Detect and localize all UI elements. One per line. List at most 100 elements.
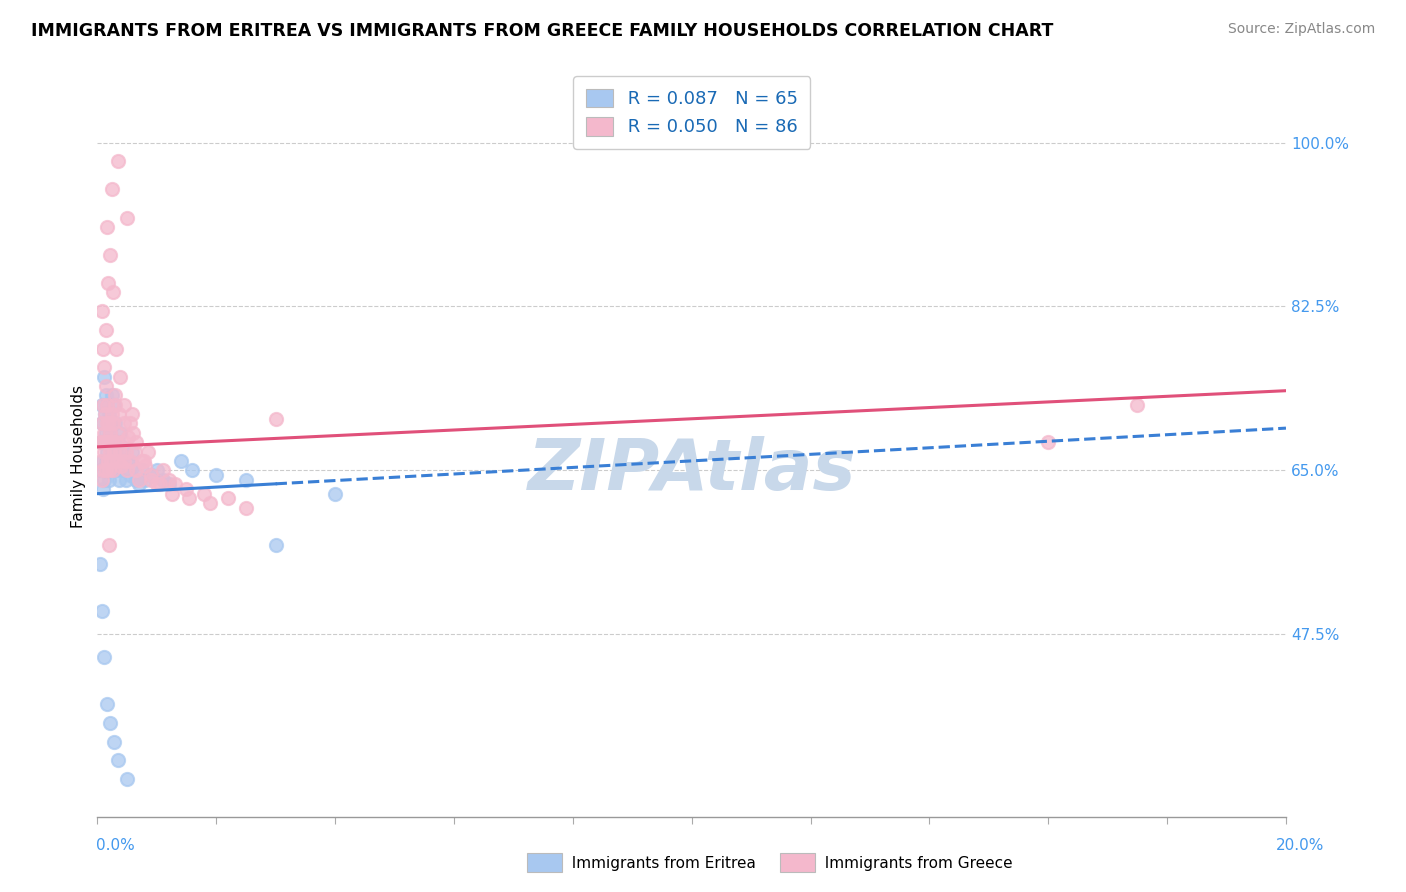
Point	[91, 342, 114, 356]
Point	[139, 467, 162, 482]
Point	[96, 697, 118, 711]
Point	[111, 435, 134, 450]
Point	[94, 425, 117, 440]
Point	[103, 417, 125, 431]
Point	[104, 417, 127, 431]
Point	[89, 435, 111, 450]
Point	[128, 477, 150, 491]
Text: ZIPAtlas: ZIPAtlas	[527, 436, 856, 505]
Point	[264, 538, 287, 552]
Point	[235, 473, 257, 487]
Point	[121, 444, 143, 458]
Point	[115, 211, 138, 225]
Point	[90, 398, 112, 412]
Point	[91, 417, 114, 431]
Point	[152, 473, 174, 487]
Point	[91, 482, 114, 496]
Point	[96, 398, 118, 412]
Point	[98, 407, 121, 421]
Point	[98, 417, 121, 431]
Point	[163, 477, 186, 491]
Point	[100, 444, 122, 458]
Point	[100, 388, 122, 402]
Point	[176, 482, 198, 496]
Point	[93, 473, 115, 487]
Point	[134, 458, 156, 473]
Point	[91, 435, 114, 450]
Point	[96, 454, 118, 468]
Point	[101, 435, 124, 450]
Point	[131, 463, 153, 477]
Point	[101, 182, 124, 196]
Point	[103, 388, 125, 402]
Point	[96, 435, 118, 450]
Point	[108, 444, 131, 458]
Point	[108, 407, 131, 421]
Point	[97, 417, 120, 431]
Point	[146, 477, 169, 491]
Point	[97, 463, 120, 477]
Point	[107, 425, 129, 440]
Point	[100, 407, 122, 421]
Point	[101, 463, 124, 477]
Point	[94, 407, 117, 421]
Point	[115, 463, 138, 477]
Point	[128, 473, 150, 487]
Point	[205, 467, 228, 482]
Point	[93, 425, 115, 440]
Point	[98, 454, 121, 468]
Point	[104, 398, 127, 412]
Point	[94, 463, 117, 477]
Point	[100, 425, 122, 440]
Point	[91, 463, 114, 477]
Point	[98, 444, 121, 458]
Point	[115, 772, 138, 786]
Point	[105, 463, 128, 477]
Point	[97, 454, 120, 468]
Point	[103, 734, 125, 748]
Point	[89, 557, 111, 571]
Point	[235, 500, 257, 515]
Point	[101, 463, 124, 477]
Point	[111, 440, 134, 454]
Point	[169, 454, 191, 468]
Point	[160, 486, 183, 500]
Text: Source: ZipAtlas.com: Source: ZipAtlas.com	[1227, 22, 1375, 37]
Point	[91, 454, 114, 468]
Point	[157, 477, 180, 491]
Point	[105, 444, 128, 458]
Point	[139, 473, 162, 487]
Point	[125, 435, 148, 450]
Point	[118, 467, 141, 482]
Point	[93, 444, 115, 458]
Point	[181, 463, 204, 477]
Point	[96, 417, 118, 431]
Text: IMMIGRANTS FROM ERITREA VS IMMIGRANTS FROM GREECE FAMILY HOUSEHOLDS CORRELATION : IMMIGRANTS FROM ERITREA VS IMMIGRANTS FR…	[31, 22, 1053, 40]
Point	[101, 435, 124, 450]
Text: Immigrants from Greece: Immigrants from Greece	[815, 856, 1014, 871]
Point	[108, 369, 131, 384]
Point	[94, 407, 117, 421]
Point	[117, 430, 139, 444]
Point	[121, 407, 143, 421]
Point	[105, 342, 128, 356]
Point	[97, 276, 120, 290]
Point	[103, 454, 125, 468]
Point	[100, 248, 122, 262]
Point	[112, 454, 135, 468]
Point	[107, 753, 129, 767]
Point	[90, 304, 112, 318]
Point	[110, 458, 132, 473]
Point	[105, 454, 128, 468]
Point	[108, 425, 131, 440]
Point	[110, 454, 132, 468]
Point	[105, 435, 128, 450]
Point	[112, 463, 135, 477]
Point	[122, 458, 145, 473]
Text: Immigrants from Eritrea: Immigrants from Eritrea	[562, 856, 756, 871]
Point	[107, 435, 129, 450]
Point	[98, 538, 121, 552]
Point	[91, 435, 114, 450]
Point	[101, 417, 124, 431]
Point	[89, 463, 111, 477]
